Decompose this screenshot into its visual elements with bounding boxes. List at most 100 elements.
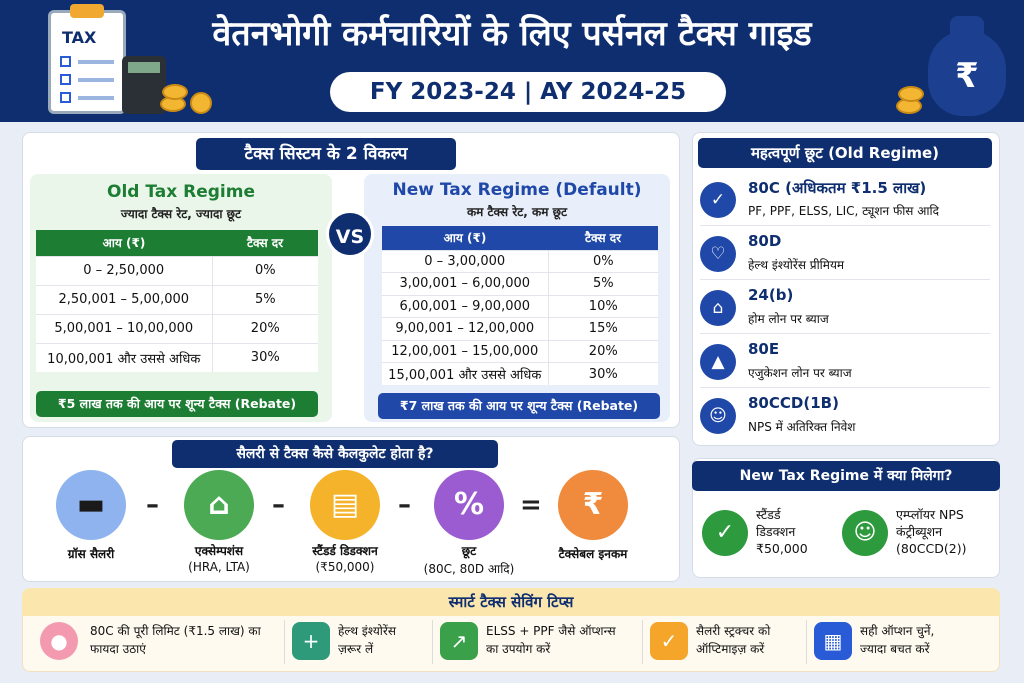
step-sub: (80C, 80D आदि): [423, 562, 515, 576]
income-slab: 9,00,001 – 12,00,000: [382, 317, 549, 340]
minus-operator: –: [146, 490, 159, 520]
tip-line: हेल्थ इंश्योरेंस: [338, 624, 396, 638]
new-regime-panel: New Tax Regime (Default) कम टैक्स रेट, क…: [364, 174, 670, 422]
line-icon: [78, 96, 114, 100]
tip-item: ● 80C की पूरी लिमिट (₹1.5 लाख) का फायदा …: [34, 618, 278, 668]
exemptions-card: [692, 132, 1000, 446]
benefit-line: स्टैंडर्ड: [756, 507, 781, 522]
table-row: 0 – 2,50,000 0%: [36, 255, 318, 285]
benefit-line: एम्प्लॉयर NPS: [896, 507, 964, 522]
coin-icon: [162, 84, 188, 100]
benefit-text: एम्प्लॉयर NPS कंट्रीब्यूशन (80CCD(2)): [896, 506, 966, 557]
vs-badge: VS: [326, 210, 374, 258]
money-bag-icon: [928, 30, 1006, 116]
step-label: टैक्सेबल इनकम: [558, 547, 628, 561]
old-regime-table: आय (₹) टैक्स दर 0 – 2,50,000 0% 2,50,001 …: [36, 230, 318, 372]
line-icon: [78, 78, 114, 82]
benefit-line: (80CCD(2)): [896, 541, 967, 556]
document-icon: ▤: [310, 470, 380, 540]
tip-text: ELSS + PPF जैसे ऑप्शन्स का उपयोग करें: [486, 622, 616, 658]
tip-line: ELSS + PPF जैसे ऑप्शन्स: [486, 624, 616, 638]
tax-rate: 5%: [548, 272, 658, 295]
tip-text: सही ऑप्शन चुनें, ज्यादा बचत करें: [860, 622, 934, 658]
table-row: 2,50,001 – 5,00,000 5%: [36, 284, 318, 314]
step-label: स्टैंडर्ड डिडक्शन: [312, 544, 378, 558]
tip-line: ऑप्टिमाइज़ करें: [696, 642, 765, 656]
income-slab: 5,00,001 – 10,00,000: [36, 313, 213, 343]
exemption-code: 80C (अधिकतम ₹1.5 लाख): [748, 179, 927, 197]
tax-rate: 0%: [212, 255, 318, 285]
col-income: आय (₹): [36, 230, 212, 256]
shield-check-icon: ✓: [700, 182, 736, 218]
exemptions-heading: महत्वपूर्ण छूट (Old Regime): [698, 138, 992, 168]
tip-text: हेल्थ इंश्योरेंस ज़रूर लें: [338, 622, 396, 658]
equals-operator: =: [520, 490, 542, 520]
tips-heading: स्मार्ट टैक्स सेविंग टिप्स: [448, 593, 574, 611]
calculator-screen: [128, 62, 160, 73]
divider: [432, 620, 433, 664]
table-row: 0 – 3,00,000 0%: [382, 249, 658, 273]
graduation-cap-icon: ▲: [700, 344, 736, 380]
benefit-line: कंट्रीब्यूशन: [896, 524, 943, 539]
piggy-bank-icon: ●: [40, 622, 78, 660]
calculation-heading: सैलरी से टैक्स कैसे कैलकुलेट होता है?: [172, 440, 498, 468]
income-slab: 0 – 3,00,000: [382, 249, 549, 273]
table-row: 10,00,001 और उससे अधिक 30%: [36, 342, 318, 372]
exemption-item: ▲ 80E एजुकेशन लोन पर ब्याज: [700, 336, 990, 388]
income-slab: 15,00,001 और उससे अधिक: [382, 362, 549, 385]
step-sub: (₹50,000): [315, 560, 375, 574]
tip-item: + हेल्थ इंश्योरेंस ज़रूर लें: [292, 618, 432, 668]
growth-chart-icon: ↗: [440, 622, 478, 660]
table-row: 5,00,001 – 10,00,000 20%: [36, 313, 318, 343]
tip-item: ↗ ELSS + PPF जैसे ऑप्शन्स का उपयोग करें: [440, 618, 640, 668]
exemption-item: ✓ 80C (अधिकतम ₹1.5 लाख) PF, PPF, ELSS, L…: [700, 174, 990, 226]
exemption-desc: होम लोन पर ब्याज: [748, 312, 829, 326]
exemption-desc: हेल्थ इंश्योरेंस प्रीमियम: [748, 258, 845, 272]
tip-line: फायदा उठाएं: [90, 642, 146, 656]
benefit-text: स्टैंडर्ड डिडक्शन ₹50,000: [756, 506, 808, 557]
checkbox-icon: [60, 56, 71, 67]
benefit-line: डिडक्शन: [756, 524, 796, 539]
tax-rate: 10%: [548, 294, 658, 318]
clipboard-label: TAX: [62, 28, 97, 47]
divider: [284, 620, 285, 664]
house-icon: ⌂: [184, 470, 254, 540]
table-row: 15,00,001 और उससे अधिक 30%: [382, 362, 658, 385]
checkbox-icon: [60, 74, 71, 85]
income-slab: 0 – 2,50,000: [36, 255, 213, 285]
benefit-line: ₹50,000: [756, 541, 808, 556]
new-regime-subtitle: कम टैक्स रेट, कम छूट: [466, 205, 568, 219]
calculator-icon: ▦: [814, 622, 852, 660]
money-bag-icon: ₹: [558, 470, 628, 540]
new-regime-benefits-heading: New Tax Regime में क्या मिलेगा?: [692, 461, 1000, 491]
exemption-item: ♡ 80D हेल्थ इंश्योरेंस प्रीमियम: [700, 228, 990, 280]
health-shield-icon: +: [292, 622, 330, 660]
employee-icon: ☺: [842, 510, 888, 556]
exemption-item: ⌂ 24(b) होम लोन पर ब्याज: [700, 282, 990, 334]
income-slab: 10,00,001 और उससे अधिक: [36, 342, 213, 372]
exemption-code: 80D: [748, 232, 782, 250]
tip-line: सही ऑप्शन चुनें,: [860, 624, 935, 638]
exemption-desc: एजुकेशन लोन पर ब्याज: [748, 366, 852, 380]
col-rate: टैक्स दर: [212, 230, 318, 256]
tax-rate: 20%: [212, 313, 318, 343]
divider: [642, 620, 643, 664]
divider: [806, 620, 807, 664]
tax-rate: 30%: [212, 342, 318, 372]
new-regime-title: New Tax Regime (Default): [392, 180, 642, 200]
step-label: ग्रॉस सैलरी: [67, 547, 115, 561]
tip-text: 80C की पूरी लिमिट (₹1.5 लाख) का फायदा उठ…: [90, 622, 261, 658]
percent-icon: %: [434, 470, 504, 540]
income-slab: 6,00,001 – 9,00,000: [382, 294, 549, 318]
old-regime-panel: Old Tax Regime ज्यादा टैक्स रेट, ज्यादा …: [30, 174, 332, 422]
income-slab: 2,50,001 – 5,00,000: [36, 284, 213, 314]
heart-pulse-icon: ♡: [700, 236, 736, 272]
table-row: 12,00,001 – 15,00,000 20%: [382, 339, 658, 363]
tip-line: ज़रूर लें: [338, 642, 374, 656]
tips-heading-bar: [22, 588, 1000, 616]
tip-line: का उपयोग करें: [486, 642, 551, 656]
rupee-symbol: ₹: [955, 56, 979, 96]
tax-rate: 20%: [548, 339, 658, 363]
exemption-desc: NPS में अतिरिक्त निवेश: [748, 420, 856, 434]
minus-operator: –: [272, 490, 285, 520]
